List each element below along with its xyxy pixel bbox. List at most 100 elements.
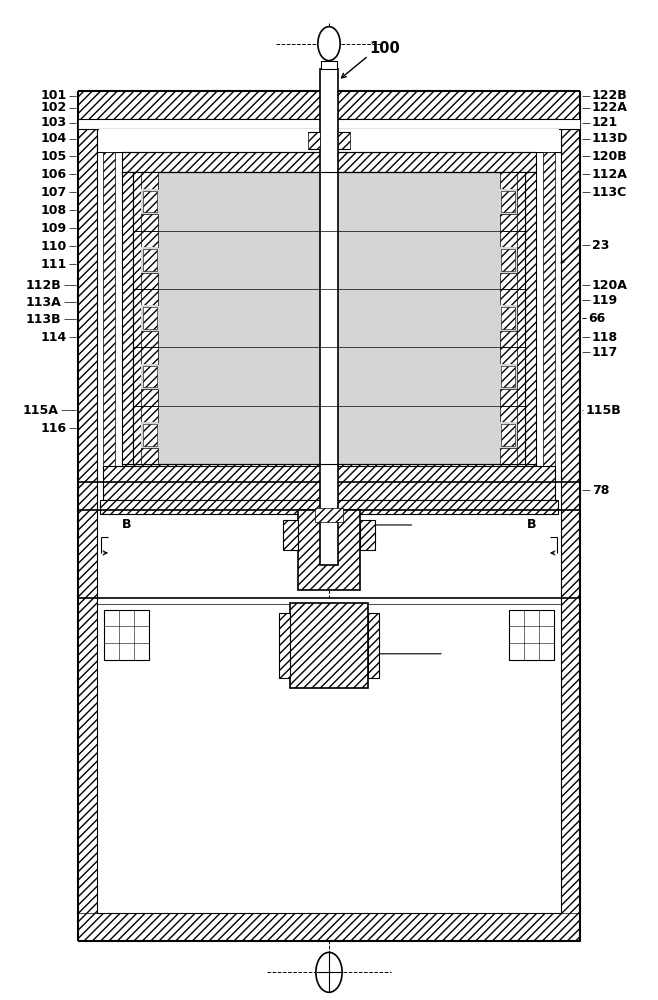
Text: B: B: [122, 518, 132, 531]
Bar: [499, 422, 517, 448]
Bar: [543, 152, 555, 466]
Text: 113B: 113B: [26, 313, 61, 326]
Bar: [501, 249, 515, 271]
Bar: [134, 448, 159, 464]
Bar: [134, 289, 159, 305]
Circle shape: [316, 952, 342, 992]
Text: 121: 121: [592, 116, 618, 129]
Bar: [134, 172, 524, 464]
Bar: [134, 406, 159, 422]
Bar: [134, 389, 159, 406]
Bar: [134, 172, 141, 231]
Bar: [499, 347, 524, 364]
Bar: [78, 913, 580, 941]
Bar: [298, 510, 360, 590]
Bar: [134, 231, 159, 247]
Text: 117: 117: [592, 346, 618, 359]
Bar: [308, 132, 320, 149]
Text: 23: 23: [592, 239, 609, 252]
Text: 111: 111: [40, 258, 66, 271]
Bar: [99, 129, 559, 152]
Bar: [501, 366, 515, 387]
Bar: [97, 129, 561, 152]
Text: 122B: 122B: [592, 89, 627, 102]
Text: 119: 119: [592, 294, 618, 307]
Bar: [284, 520, 298, 550]
Bar: [338, 132, 350, 149]
Bar: [122, 464, 536, 484]
Text: 66: 66: [588, 312, 605, 325]
Bar: [134, 214, 159, 231]
Text: 110: 110: [40, 240, 66, 253]
Bar: [499, 389, 524, 406]
Bar: [143, 191, 157, 212]
Bar: [141, 422, 159, 448]
Text: 112B: 112B: [26, 279, 61, 292]
Text: 107: 107: [40, 186, 66, 199]
Bar: [143, 366, 157, 387]
Bar: [517, 406, 524, 464]
Bar: [499, 364, 517, 389]
Bar: [134, 231, 141, 289]
Bar: [134, 347, 141, 406]
Text: 101: 101: [40, 89, 66, 102]
Bar: [499, 331, 524, 347]
Bar: [360, 520, 374, 550]
Bar: [143, 249, 157, 271]
Bar: [517, 231, 524, 289]
Text: 113C: 113C: [592, 186, 627, 199]
Bar: [499, 247, 517, 273]
Bar: [141, 247, 159, 273]
Bar: [143, 307, 157, 329]
Bar: [141, 189, 159, 214]
Text: 112A: 112A: [592, 168, 628, 181]
Bar: [143, 424, 157, 446]
Bar: [134, 273, 159, 289]
Bar: [501, 191, 515, 212]
Text: 100: 100: [370, 41, 401, 56]
Text: 113A: 113A: [26, 296, 61, 309]
Text: 115B: 115B: [585, 404, 621, 417]
Bar: [499, 305, 517, 331]
Text: B: B: [526, 518, 536, 531]
Bar: [524, 172, 536, 464]
Bar: [97, 598, 561, 913]
Bar: [499, 289, 524, 305]
Bar: [78, 91, 97, 941]
Bar: [134, 347, 159, 364]
Bar: [279, 613, 290, 678]
Bar: [105, 610, 149, 660]
Text: 105: 105: [40, 150, 66, 163]
Bar: [499, 406, 524, 422]
Bar: [78, 119, 580, 129]
Bar: [501, 307, 515, 329]
Bar: [315, 508, 343, 522]
Text: 115A: 115A: [22, 404, 59, 417]
Bar: [103, 152, 115, 466]
Text: 109: 109: [40, 222, 66, 235]
Bar: [103, 466, 555, 500]
Bar: [499, 214, 524, 231]
Bar: [499, 448, 524, 464]
Bar: [517, 347, 524, 406]
Text: 106: 106: [40, 168, 66, 181]
Bar: [499, 273, 524, 289]
Bar: [561, 91, 580, 941]
Text: 120A: 120A: [592, 279, 628, 292]
Bar: [499, 231, 524, 247]
Bar: [368, 613, 379, 678]
Text: 120B: 120B: [592, 150, 627, 163]
Bar: [134, 172, 159, 189]
Bar: [499, 189, 517, 214]
Bar: [134, 331, 159, 347]
Text: 122A: 122A: [592, 101, 628, 114]
Bar: [509, 610, 553, 660]
Text: 103: 103: [40, 116, 66, 129]
Text: 118: 118: [592, 331, 618, 344]
Text: 113D: 113D: [592, 132, 628, 145]
Text: 104: 104: [40, 132, 66, 145]
Bar: [78, 91, 580, 119]
Text: 78: 78: [592, 484, 609, 497]
Bar: [320, 69, 338, 565]
Bar: [115, 152, 543, 466]
